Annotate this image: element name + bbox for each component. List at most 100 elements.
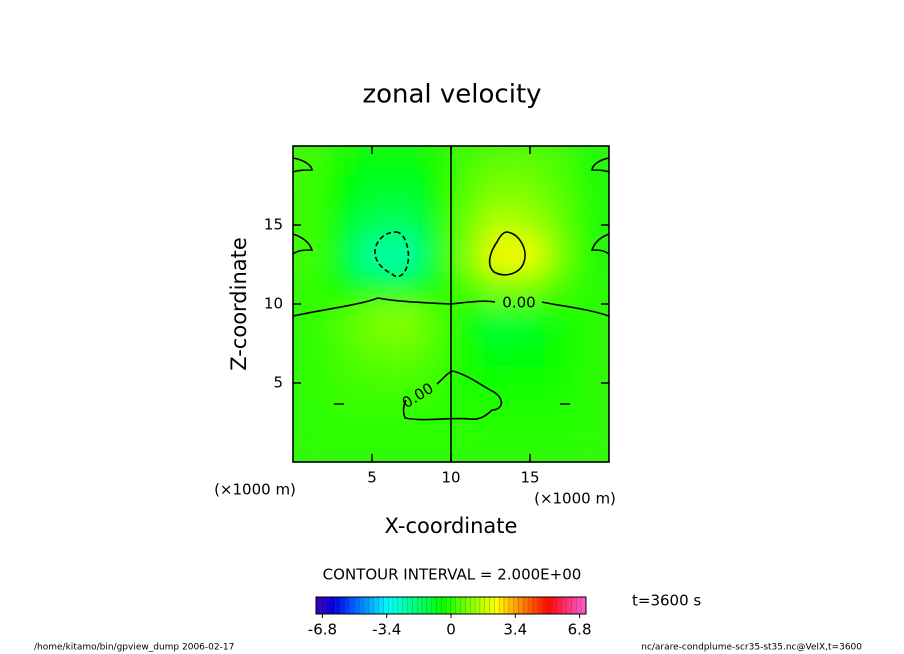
cell xyxy=(324,240,357,273)
colorbar-swatch xyxy=(484,596,490,615)
cell xyxy=(576,271,609,305)
cell xyxy=(513,335,547,368)
cell xyxy=(450,146,484,179)
cell xyxy=(387,271,420,305)
cell xyxy=(482,303,515,337)
colorbar-swatch xyxy=(566,596,572,615)
cell xyxy=(324,335,357,368)
cell xyxy=(545,398,578,431)
footer-left: /home/kitamo/bin/gpview_dump 2006-02-17 xyxy=(34,643,234,653)
cell xyxy=(513,366,547,400)
cell xyxy=(324,366,357,400)
field xyxy=(293,146,609,462)
x-tick-label: 15 xyxy=(520,469,539,487)
colorbar-swatch xyxy=(330,596,336,615)
cell xyxy=(513,177,547,210)
cell xyxy=(355,303,389,337)
colorbar-swatch xyxy=(383,596,389,615)
cell xyxy=(418,398,452,431)
colorbar-swatch xyxy=(339,596,346,615)
colorbar-tick-label: 3.4 xyxy=(503,621,527,639)
colorbar-swatch xyxy=(392,596,399,615)
cell xyxy=(576,146,609,179)
colorbar-swatch xyxy=(417,596,423,615)
colorbar-tick-label: -6.8 xyxy=(308,621,337,639)
contour-zero xyxy=(292,297,610,317)
colorbar-swatch xyxy=(373,596,379,615)
cell xyxy=(355,366,389,400)
x-axis-label: X-coordinate xyxy=(385,514,518,538)
cell xyxy=(576,398,609,431)
colorbar-swatch xyxy=(421,596,428,615)
cell xyxy=(482,429,515,462)
cell xyxy=(387,303,420,337)
y-axis-label: Z-coordinate xyxy=(227,237,251,371)
cell xyxy=(355,398,389,431)
cell xyxy=(293,303,326,337)
colorbar-swatch xyxy=(402,596,408,615)
cell xyxy=(387,146,420,179)
cell xyxy=(387,335,420,368)
cell xyxy=(513,240,547,273)
cell xyxy=(576,177,609,210)
cell xyxy=(576,429,609,462)
colorbar: -6.8 -3.4 0 3.4 6.8 xyxy=(308,596,592,639)
colorbar-swatch xyxy=(470,596,476,615)
cell xyxy=(450,429,484,462)
colorbar-swatch xyxy=(547,596,553,615)
colorbar-swatch xyxy=(498,596,505,615)
cell xyxy=(355,177,389,210)
colorbar-swatch xyxy=(325,596,331,615)
cell xyxy=(513,271,547,305)
colorbar-swatch xyxy=(556,596,563,615)
colorbar-swatch xyxy=(335,596,341,615)
cell xyxy=(482,208,515,242)
cell xyxy=(545,335,578,368)
cell xyxy=(293,429,326,462)
axes: 5 10 15 5 10 15 xyxy=(264,146,609,487)
cell xyxy=(418,146,452,179)
cell xyxy=(387,429,420,462)
cell xyxy=(545,177,578,210)
cell xyxy=(482,271,515,305)
time-label: t=3600 s xyxy=(632,592,701,610)
colorbar-swatch xyxy=(576,596,582,615)
cell xyxy=(293,146,326,179)
cell xyxy=(513,303,547,337)
cell xyxy=(418,303,452,337)
cell xyxy=(450,177,484,210)
colorbar-swatch xyxy=(561,596,567,615)
colorbar-swatch xyxy=(465,596,471,615)
y-tick-label: 5 xyxy=(273,374,283,392)
cell xyxy=(482,366,515,400)
cell xyxy=(418,366,452,400)
y-tick-label: 10 xyxy=(264,295,283,313)
x-unit: (×1000 m) xyxy=(214,481,296,499)
cell xyxy=(418,177,452,210)
footer-right: nc/arare-condplume-scr35-st35.nc@VelX,t=… xyxy=(641,643,862,653)
cell xyxy=(545,271,578,305)
cell xyxy=(418,429,452,462)
contour-positive xyxy=(488,231,526,276)
cell xyxy=(450,398,484,431)
colorbar-swatch xyxy=(407,596,413,615)
field-clip xyxy=(293,146,609,462)
cell xyxy=(576,335,609,368)
cell xyxy=(450,335,484,368)
cell xyxy=(355,335,389,368)
cell xyxy=(418,271,452,305)
colorbar-swatch xyxy=(397,596,404,615)
cell xyxy=(324,398,357,431)
cell xyxy=(387,240,420,273)
cell xyxy=(513,208,547,242)
colorbar-swatch xyxy=(359,596,365,615)
colorbar-swatch xyxy=(436,596,442,615)
colorbar-swatch xyxy=(523,596,529,615)
colorbar-tick-label: 0 xyxy=(446,621,456,639)
y-tick-label: 15 xyxy=(264,216,283,234)
cell xyxy=(482,240,515,273)
colorbar-swatch xyxy=(571,596,577,615)
colorbar-swatch xyxy=(474,596,481,615)
colorbar-tick-label: 6.8 xyxy=(568,621,592,639)
chart-title: zonal velocity xyxy=(362,80,541,110)
